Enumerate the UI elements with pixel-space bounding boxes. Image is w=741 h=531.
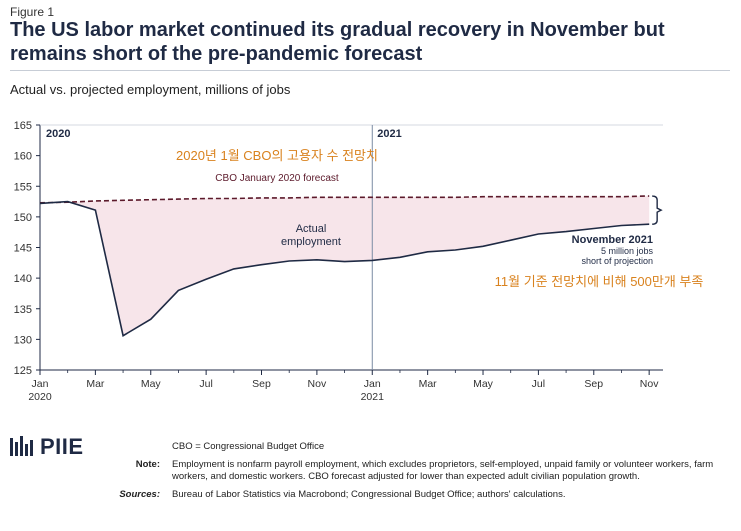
x-tick-year-label: 2020 [28,391,52,403]
piie-logo-text: PIIE [40,434,84,459]
x-tick-label: Jul [532,378,545,390]
x-tick-label: Sep [584,378,603,390]
actual-series-line [39,200,650,337]
korean-gap-annotation: 11월 기준 전망치에 비해 500만개 부족 [495,274,704,289]
gap-label-line2: short of projection [581,256,653,266]
piie-logo-icon [10,436,33,456]
gap-fill-area [40,196,650,336]
piie-logo: PIIE [10,434,84,460]
year-label-2021: 2021 [377,128,401,140]
y-tick-label: 140 [14,273,32,285]
sources-label: Sources: [119,489,160,500]
chart-title: The US labor market continued its gradua… [10,19,665,65]
x-tick-label: Nov [308,378,327,390]
figure-label: Figure 1 [10,5,55,19]
y-tick-label: 125 [14,365,32,377]
y-tick-label: 135 [14,304,32,316]
y-tick-label: 160 [14,151,32,163]
y-tick-label: 150 [14,212,32,224]
x-tick-label: Mar [419,378,438,390]
nov2021-label: November 2021 [572,234,653,246]
cbo-definition: CBO = Congressional Budget Office [172,441,730,453]
gap-label-line1: 5 million jobs [601,246,654,256]
sources-text: Bureau of Labor Statistics via Macrobond… [172,489,566,500]
chart-subtitle: Actual vs. projected employment, million… [10,82,291,97]
sources-row: Sources: Bureau of Labor Statistics via … [100,489,730,501]
y-tick-label: 130 [14,334,32,346]
year-label-2020: 2020 [46,128,70,140]
x-tick-label: Jan [364,378,381,390]
gap-bracket [652,195,663,225]
forecast-label: CBO January 2020 forecast [215,173,339,184]
x-tick-label: May [141,378,162,390]
note-label: Note: [135,459,160,470]
chart-notes: CBO = Congressional Budget Office Note: … [100,441,730,507]
x-tick-year-label: 2021 [361,391,385,403]
y-tick-label: 165 [14,120,32,132]
x-tick-label: Sep [252,378,271,390]
note-text: Employment is nonfarm payroll employment… [172,459,714,482]
cbo-definition-text: CBO = Congressional Budget Office [172,441,325,452]
actual-label-line1: Actual [296,223,327,235]
korean-forecast-annotation: 2020년 1월 CBO의 고용자 수 전망치 [176,148,378,163]
title-divider [10,70,730,71]
x-tick-label: May [473,378,494,390]
note-row: Note: Employment is nonfarm payroll empl… [100,459,730,483]
actual-label-line2: employment [281,236,341,248]
x-tick-label: Mar [86,378,105,390]
x-tick-label: Jan [32,378,49,390]
forecast-series-line [39,195,650,204]
y-tick-label: 145 [14,243,32,255]
x-tick-label: Jul [199,378,212,390]
y-tick-label: 155 [14,181,32,193]
x-tick-label: Nov [640,378,659,390]
